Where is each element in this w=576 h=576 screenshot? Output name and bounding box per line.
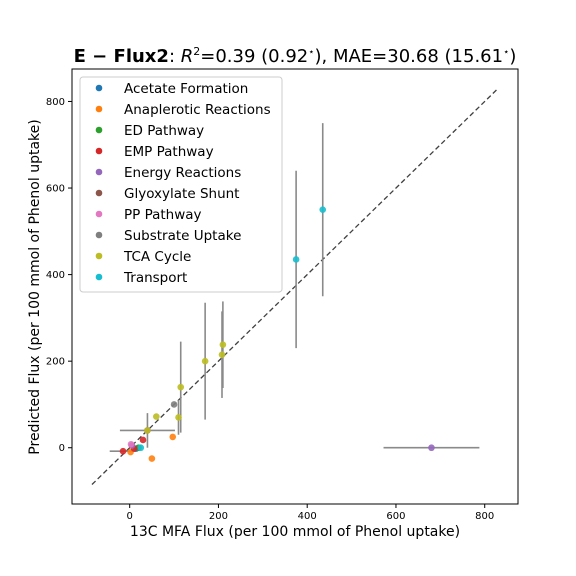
legend-label-transport: Transport [123, 270, 187, 286]
point-energy-reactions [428, 444, 435, 452]
title-star-1: ⋆ [308, 47, 314, 58]
x-tick-label: 800 [475, 511, 494, 522]
legend-marker-ed-pathway [95, 126, 103, 134]
y-tick-label: 0 [59, 443, 65, 454]
identity-line-layer [91, 88, 499, 485]
title-r2: R [181, 46, 194, 67]
legend-label-pp-pathway: PP Pathway [124, 207, 202, 223]
point-transport [137, 444, 145, 452]
point-tca-cycle [144, 427, 151, 434]
legend-marker-substrate-uptake [95, 231, 103, 239]
legend-label-ed-pathway: ED Pathway [124, 123, 204, 139]
x-tick-label: 400 [298, 511, 317, 522]
y-axis-ticks: 0 200 400 600 800 [46, 97, 72, 454]
title-star-2: ⋆ [503, 47, 509, 58]
legend: Acetate Formation Anaplerotic Reactions ED… [79, 76, 283, 293]
legend-marker-glyoxylate-shunt [95, 189, 103, 197]
legend-marker-anaplerotic-reactions [95, 105, 103, 113]
identity-line [91, 88, 499, 485]
plot-frame [71, 68, 519, 505]
x-tick-label: 600 [386, 511, 405, 522]
y-tick-label: 800 [46, 97, 65, 108]
point-tca-cycle [177, 383, 185, 391]
point-emp-pathway [119, 447, 127, 455]
legend-label-acetate-formation: Acetate Formation [124, 81, 248, 97]
x-tick-label: 200 [209, 511, 228, 522]
title-end: ) [509, 46, 516, 67]
point-emp-pathway [139, 436, 147, 444]
legend-marker-emp-pathway [95, 147, 103, 155]
point-transport [319, 206, 327, 213]
legend-label-energy-reactions: Energy Reactions [124, 165, 241, 181]
point-anaplerotic-reactions [169, 433, 177, 441]
legend-marker-energy-reactions [95, 168, 103, 176]
legend-label-glyoxylate-shunt: Glyoxylate Shunt [124, 186, 239, 202]
legend-marker-transport [95, 273, 103, 281]
legend-label-tca-cycle: TCA Cycle [123, 249, 191, 265]
title-r2-sup: 2 [193, 45, 200, 58]
legend-label-anaplerotic-reactions: Anaplerotic Reactions [124, 102, 271, 118]
point-substrate-uptake [170, 401, 178, 408]
legend-marker-pp-pathway [95, 210, 103, 218]
y-axis-label: Predicted Flux (per 100 mmol of Phenol u… [27, 119, 43, 454]
point-pp-pathway [127, 440, 135, 448]
y-tick-label: 600 [46, 184, 65, 195]
point-tca-cycle [218, 351, 226, 358]
x-tick-label: 0 [127, 511, 133, 522]
legend-marker-tca-cycle [95, 252, 103, 260]
title-stats: =0.39 (0.92 [200, 46, 308, 67]
points-layer [119, 206, 435, 462]
legend-marker-acetate-formation [95, 84, 103, 92]
title-mid: ), MAE=30.68 (15.61 [315, 46, 504, 67]
y-tick-label: 200 [46, 357, 65, 368]
point-anaplerotic-reactions [148, 455, 156, 462]
x-axis-label: 13C MFA Flux (per 100 mmol of Phenol upt… [130, 524, 460, 540]
y-tick-label: 400 [46, 270, 65, 281]
point-transport [292, 256, 300, 263]
point-tca-cycle [153, 413, 160, 420]
title-model: E − Flux2 [74, 46, 169, 67]
point-tca-cycle [175, 414, 182, 421]
chart-title: E − Flux2: R2=0.39 (0.92⋆), MAE=30.68 (1… [74, 45, 517, 67]
point-tca-cycle [219, 341, 227, 349]
legend-box [79, 76, 283, 293]
point-tca-cycle [201, 357, 209, 365]
legend-label-emp-pathway: EMP Pathway [124, 144, 214, 160]
legend-label-substrate-uptake: Substrate Uptake [124, 228, 241, 244]
x-axis-ticks: 0 200 400 600 800 [127, 504, 494, 522]
